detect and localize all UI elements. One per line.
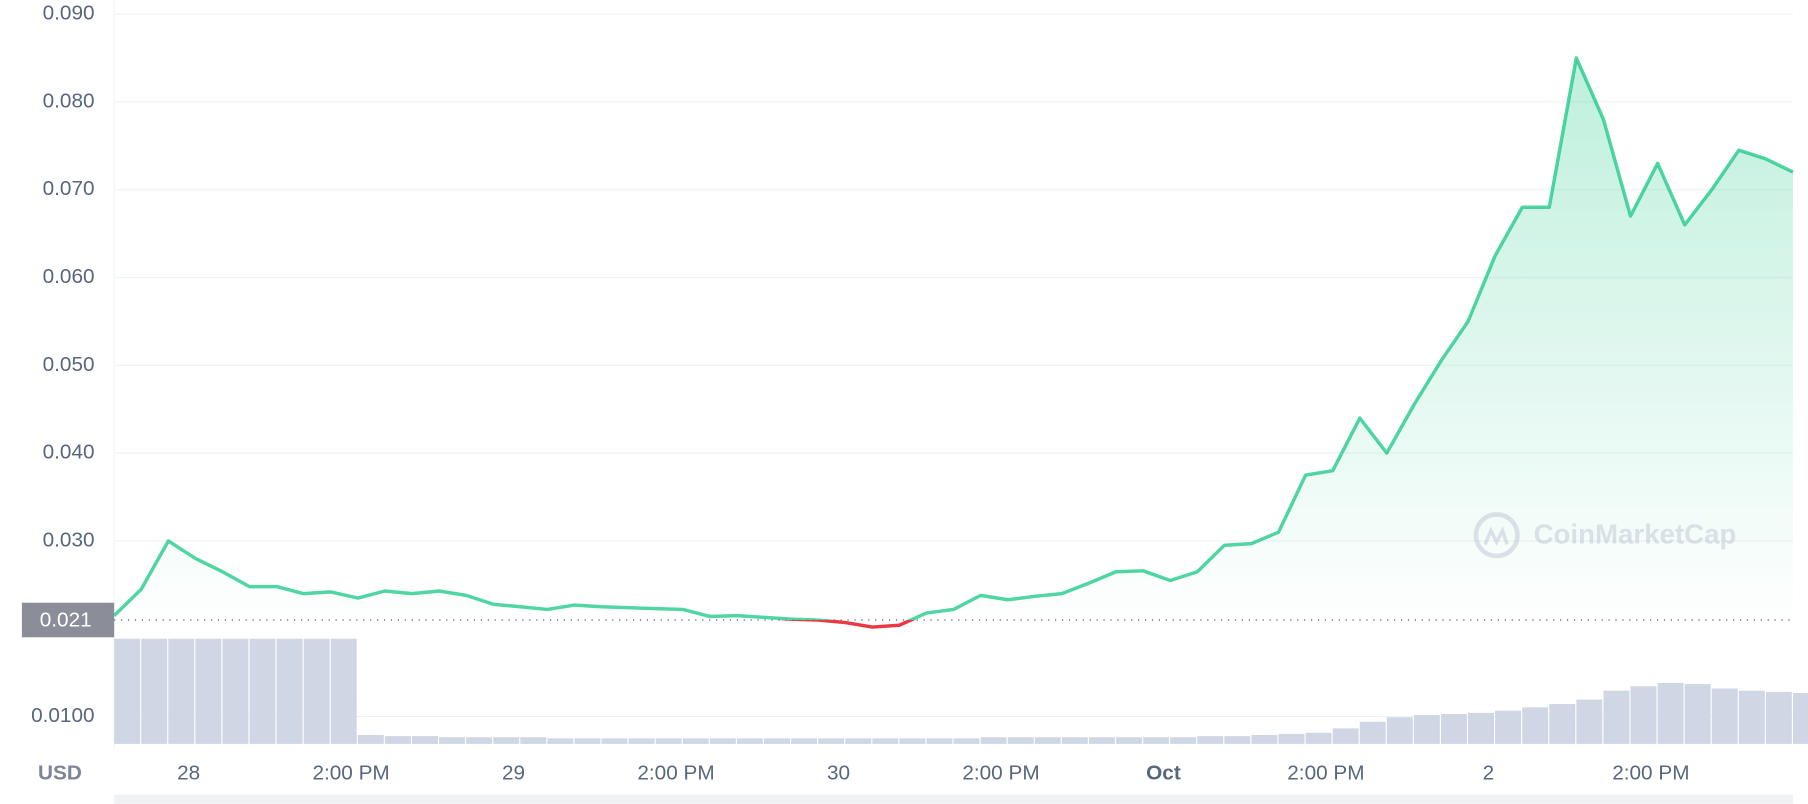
price-tag-label: 0.021 [40, 609, 92, 632]
price-line [112, 56, 1794, 620]
volume-bar [195, 638, 222, 744]
volume-bar [114, 638, 141, 744]
volume-bar [1711, 688, 1738, 744]
volume-bar [384, 736, 411, 744]
y-tick-label: 0.040 [43, 441, 95, 464]
x-tick-label: 2:00 PM [962, 761, 1039, 784]
volume-bar [1197, 736, 1224, 744]
volume-bar [1413, 715, 1440, 744]
volume-bar [1034, 737, 1061, 744]
volume-bar [357, 735, 384, 744]
volume-bar [1116, 737, 1142, 744]
y-tick-label: 0.070 [43, 177, 95, 200]
volume-bar [736, 738, 763, 744]
volume-bar [141, 638, 168, 744]
volume-bar [168, 638, 195, 744]
volume-bar [1278, 733, 1305, 744]
currency-label: USD [38, 761, 82, 784]
volume-bar [439, 737, 466, 744]
volume-bar [1603, 690, 1630, 744]
y-tick-label: 0.050 [43, 353, 95, 376]
volume-bar [412, 736, 438, 744]
volume-bar [1007, 737, 1034, 744]
volume-bar [628, 738, 655, 744]
watermark: CoinMarketCap [1473, 512, 1737, 559]
logo-mark [1483, 526, 1509, 546]
logo [1473, 512, 1520, 559]
y-tick-label: 0.0100 [31, 704, 94, 727]
volume-bar [249, 638, 276, 744]
volume-bar [845, 738, 872, 744]
volume-bar [953, 738, 980, 744]
volume-bar [601, 738, 628, 744]
volume-bar [682, 738, 709, 744]
volume-bar [655, 738, 682, 744]
y-tick-label: 0.030 [43, 528, 95, 551]
volume-bar [1495, 710, 1522, 744]
volume-bar [980, 737, 1007, 744]
volume-bar [330, 638, 357, 744]
x-tick-label: 2:00 PM [1612, 761, 1689, 784]
volume-bar [899, 738, 926, 744]
volume-bar [791, 738, 818, 744]
volume-bar [1793, 692, 1808, 744]
volume-bar [276, 638, 303, 744]
x-tick-label: 2:00 PM [312, 761, 389, 784]
scroll-bar[interactable] [114, 794, 1794, 804]
volume-bar [1251, 735, 1278, 744]
volume-bar [1440, 713, 1467, 744]
volume-bar [1170, 737, 1197, 744]
volume-bar [709, 738, 736, 744]
volume-bar [764, 738, 790, 744]
volume-bar [1359, 721, 1386, 744]
y-tick-label: 0.080 [43, 89, 95, 112]
volume-bar [1386, 717, 1413, 744]
volume-bar [1468, 712, 1494, 744]
watermark-text: CoinMarketCap [1534, 519, 1737, 550]
y-tick-label: 0.090 [43, 2, 95, 25]
volume-bar [1630, 686, 1657, 744]
x-tick-label: 2 [1483, 761, 1495, 784]
volume-bar [574, 738, 601, 744]
volume-bar [1332, 728, 1359, 744]
x-tick-label: Oct [1146, 761, 1181, 784]
volume-bar [1765, 691, 1792, 744]
x-tick-label: 30 [827, 761, 850, 784]
x-tick-label: 2:00 PM [637, 761, 714, 784]
volume-bar [1305, 732, 1332, 744]
price-tag [21, 602, 115, 638]
volume-bar [1522, 707, 1549, 744]
x-tick-label: 29 [502, 761, 525, 784]
volume-bar [547, 738, 574, 744]
volume-bar [520, 737, 547, 744]
x-tick-label: 2:00 PM [1287, 761, 1364, 784]
volume-bar [1143, 737, 1170, 744]
volume-bar [1576, 699, 1603, 744]
volume-bar [818, 738, 845, 744]
volume-bar [1549, 704, 1576, 744]
volume-bar [1224, 736, 1251, 744]
volume-bar [1088, 737, 1115, 744]
volume-bar [926, 738, 953, 744]
volume-bar [1657, 683, 1684, 744]
volume-bar [1684, 684, 1711, 744]
volume-bar [872, 738, 899, 744]
volume-bar [466, 737, 493, 744]
volume-bar [303, 638, 330, 744]
volume-bar [222, 638, 249, 744]
volume-bar [493, 737, 520, 744]
y-tick-label: 0.060 [43, 265, 95, 288]
volume-bar [1738, 690, 1765, 744]
volume-bar [1061, 737, 1088, 744]
x-tick-label: 28 [177, 761, 200, 784]
price-area [114, 57, 1794, 620]
